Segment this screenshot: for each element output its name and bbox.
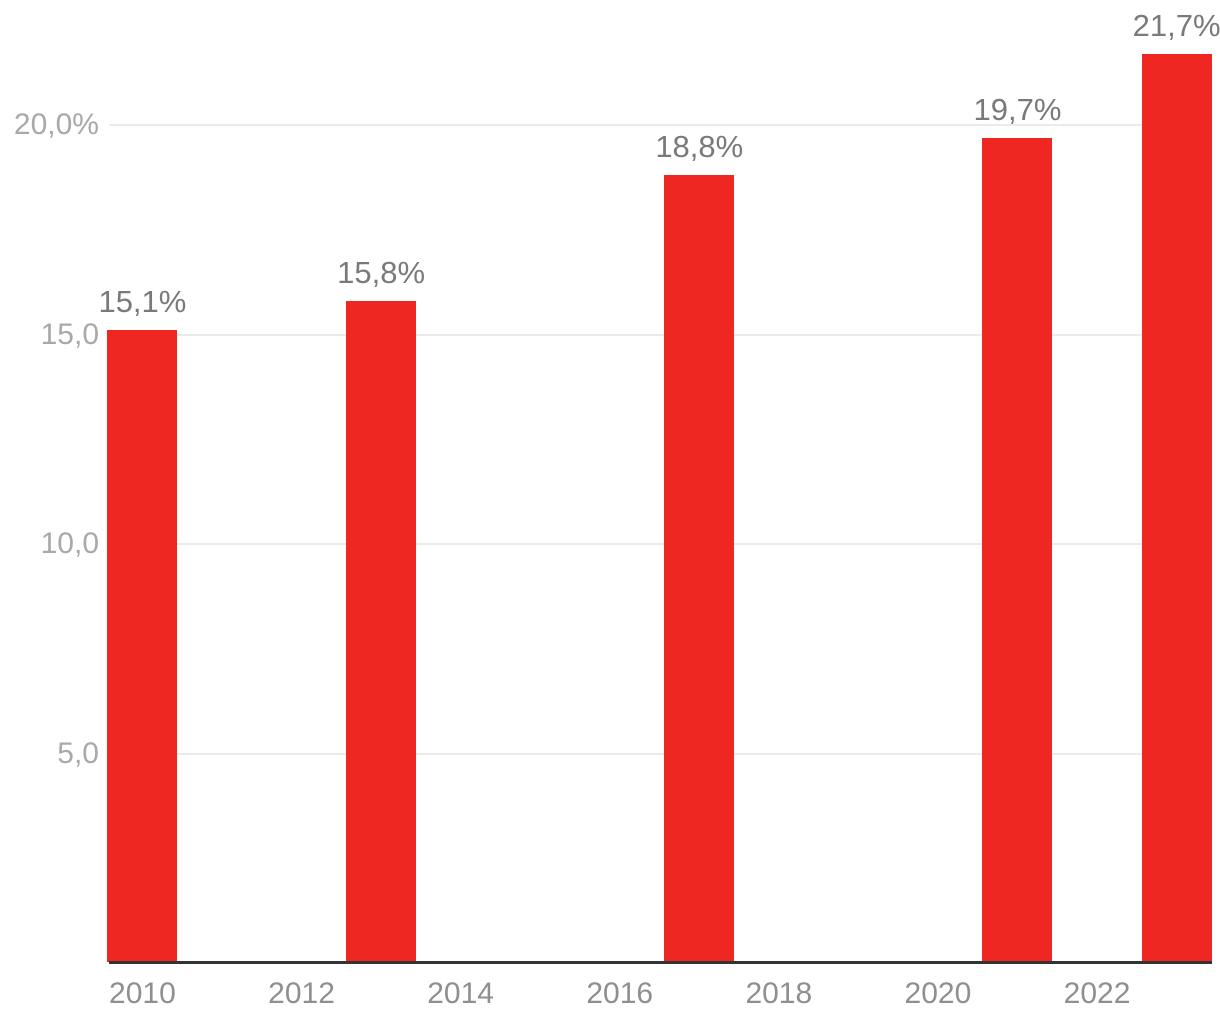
bar-2010[interactable] bbox=[107, 330, 178, 962]
x-axis-tick-label: 2020 bbox=[904, 977, 972, 1010]
bar-value-label: 21,7% bbox=[1132, 7, 1220, 43]
x-axis-tick-label: 2022 bbox=[1063, 977, 1131, 1010]
bar-value-label: 18,8% bbox=[655, 129, 744, 165]
y-axis-tick-label: 15,0 bbox=[40, 317, 99, 351]
bar-2021[interactable] bbox=[982, 137, 1053, 962]
x-axis-tick-label: 2010 bbox=[109, 977, 176, 1010]
y-axis-tick-label: 5,0 bbox=[57, 736, 99, 770]
x-axis-tick-label: 2018 bbox=[745, 977, 813, 1010]
bar-2017[interactable] bbox=[664, 175, 735, 962]
y-axis-tick-label: 20,0% bbox=[13, 108, 99, 141]
y-gridline bbox=[109, 124, 1210, 126]
bar-value-label: 15,8% bbox=[337, 254, 426, 290]
y-gridline bbox=[109, 543, 1210, 545]
bar-2023[interactable] bbox=[1141, 53, 1212, 962]
y-gridline bbox=[109, 752, 1210, 755]
x-axis-line bbox=[109, 961, 1212, 964]
x-axis-tick-label: 2016 bbox=[586, 977, 654, 1010]
x-axis-tick-label: 2012 bbox=[268, 977, 335, 1010]
bar-value-label: 19,7% bbox=[973, 91, 1062, 127]
x-axis-tick-label: 2014 bbox=[427, 977, 494, 1010]
y-gridline bbox=[109, 333, 1210, 336]
bar-value-label: 15,1% bbox=[98, 284, 187, 320]
y-axis-tick-label: 10,0 bbox=[40, 527, 99, 560]
bar-2013[interactable] bbox=[346, 300, 417, 962]
